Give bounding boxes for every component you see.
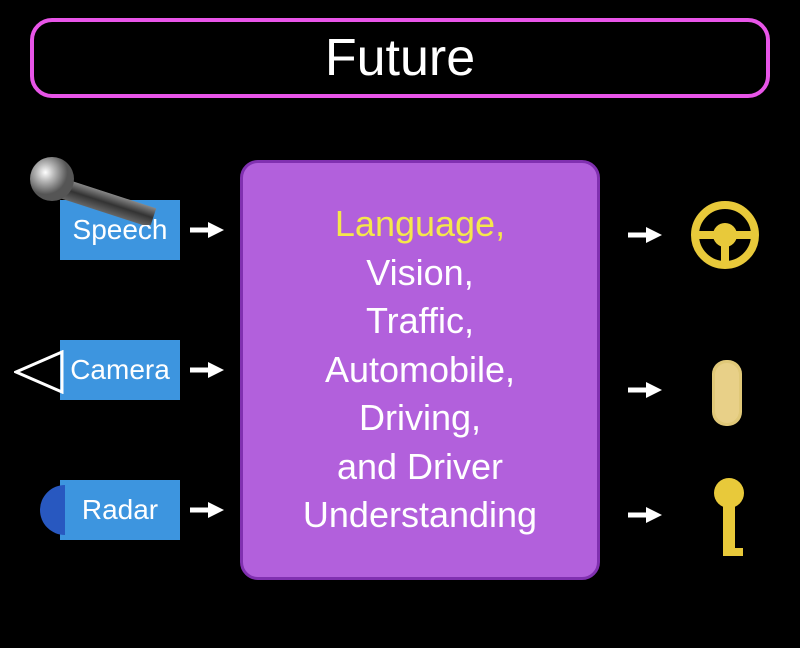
radar-icon [40,485,70,540]
input-camera-label: Camera [70,354,170,386]
arrow-out-key [628,505,664,529]
microphone-icon [30,155,170,230]
key-icon [712,478,746,561]
center-line-5: Understanding [303,491,537,540]
arrow-out-steering [628,225,664,249]
title-text: Future [325,28,475,88]
input-radar-box: Radar [60,480,180,540]
steering-wheel-icon [690,200,760,275]
arrow-in-radar [190,500,226,524]
center-line-1: Traffic, [366,297,474,346]
arrow-in-camera [190,360,226,384]
center-line-3: Driving, [359,394,481,443]
pedal-icon [710,358,744,433]
arrow-out-pedal [628,380,664,404]
input-radar-label: Radar [82,494,158,526]
title-container: Future [30,18,770,98]
center-highlight: Language, [335,200,505,249]
arrow-in-speech [190,220,226,244]
center-line-0: Vision, [366,249,473,298]
center-line-4: and Driver [337,443,503,492]
center-box: Language, Vision, Traffic, Automobile, D… [240,160,600,580]
camera-icon [14,350,64,399]
center-line-2: Automobile, [325,346,515,395]
input-camera-box: Camera [60,340,180,400]
